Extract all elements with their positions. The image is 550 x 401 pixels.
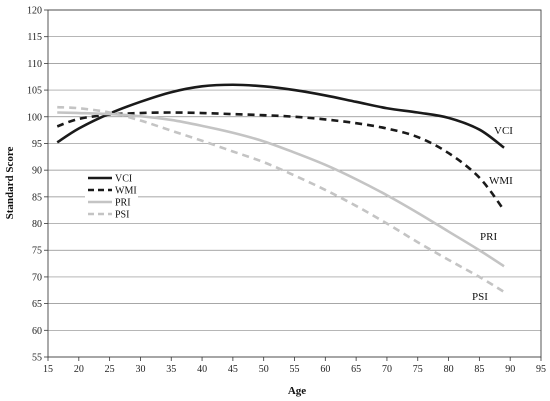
series-line-vci	[56, 83, 505, 149]
y-tick-label: 95	[32, 139, 42, 150]
y-tick-label: 75	[32, 246, 42, 257]
y-tick-label: 80	[32, 219, 42, 230]
y-tick-label: 100	[27, 112, 42, 123]
legend-label-psi: PSI	[115, 210, 129, 221]
series-end-label-psi: PSI	[472, 291, 488, 303]
y-tick-label: 55	[32, 353, 42, 364]
legend-label-pri: PRI	[115, 198, 131, 209]
x-tick-label: 80	[444, 364, 454, 375]
x-tick-label: 55	[290, 364, 300, 375]
x-tick-label: 95	[536, 364, 546, 375]
x-tick-label: 25	[105, 364, 115, 375]
series-end-label-wmi: WMI	[489, 175, 513, 187]
legend-label-vci: VCI	[115, 174, 132, 185]
legend-label-wmi: WMI	[115, 186, 137, 197]
y-tick-label: 70	[32, 272, 42, 283]
x-tick-label: 45	[228, 364, 238, 375]
x-tick-label: 85	[474, 364, 484, 375]
x-tick-label: 50	[259, 364, 269, 375]
series-end-labels: VCI WMI PRI PSI	[472, 125, 513, 303]
series-end-label-pri: PRI	[480, 231, 497, 243]
y-tick-label: 90	[32, 166, 42, 177]
x-tick-label: 30	[135, 364, 145, 375]
x-axis-title: Age	[288, 385, 306, 397]
y-tick-label: 60	[32, 326, 42, 337]
series-line-psi	[57, 105, 505, 293]
y-tick-label: 115	[27, 32, 42, 43]
series-end-label-vci: VCI	[494, 125, 513, 137]
x-tick-label: 90	[505, 364, 515, 375]
x-tick-label: 75	[413, 364, 423, 375]
x-tick-label: 15	[43, 364, 53, 375]
y-tick-label: 120	[27, 6, 42, 17]
x-tick-label: 40	[197, 364, 207, 375]
x-tick-label: 35	[166, 364, 176, 375]
y-tick-label: 65	[32, 299, 42, 310]
x-tick-label: 60	[320, 364, 330, 375]
axes: 55 60 65 70 75 80 85 90 95 100 105 110 115 120 15 20 25 3…	[27, 6, 546, 376]
series-lines	[56, 83, 506, 293]
x-tick-label: 65	[351, 364, 361, 375]
x-tick-label: 70	[382, 364, 392, 375]
y-tick-label: 105	[27, 86, 42, 97]
x-tick-label: 20	[74, 364, 84, 375]
y-tick-label: 110	[27, 59, 42, 70]
y-tick-label: 85	[32, 192, 42, 203]
series-line-pri	[57, 111, 505, 268]
y-axis-title: Standard Score	[4, 146, 16, 219]
